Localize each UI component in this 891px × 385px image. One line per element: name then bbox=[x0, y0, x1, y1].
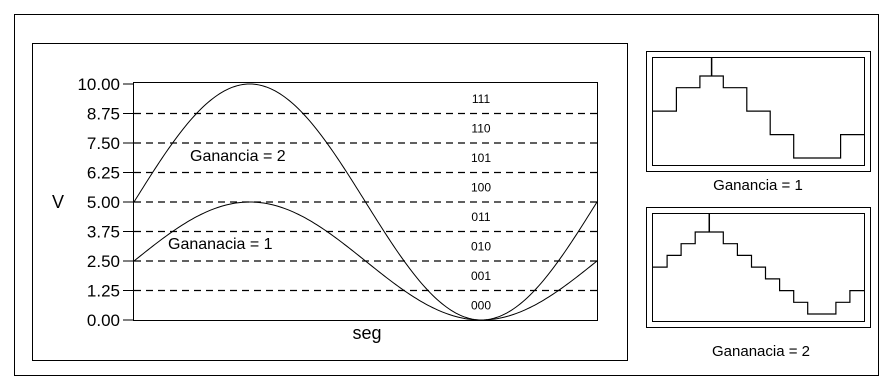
code-label: 111 bbox=[472, 92, 491, 106]
code-label: 010 bbox=[471, 239, 491, 253]
y-tick-label: 6.25 bbox=[87, 164, 120, 183]
panel-top-step-signal bbox=[652, 58, 864, 159]
y-tick-label: 5.00 bbox=[87, 193, 120, 212]
code-labels: 111 110 101 100 011 010 001 000 bbox=[471, 92, 491, 313]
curve-label-gain-2: Ganancia = 2 bbox=[190, 148, 286, 165]
y-tick-labels: 10.00 8.75 7.50 6.25 5.00 3.75 2.50 1.25 0.00 bbox=[77, 75, 120, 330]
code-label: 001 bbox=[471, 269, 491, 283]
x-axis-label: seg bbox=[352, 323, 381, 343]
code-label: 100 bbox=[471, 180, 491, 194]
curve-label-gain-1: Gananacia = 1 bbox=[168, 236, 273, 253]
curves bbox=[133, 83, 598, 321]
step-signal bbox=[652, 75, 864, 159]
code-label: 000 bbox=[471, 298, 491, 312]
y-tick-label: 7.50 bbox=[87, 134, 120, 153]
panel-bottom-caption: Gananacia = 2 bbox=[712, 343, 810, 360]
curve-gain-1 bbox=[133, 201, 598, 321]
y-tick-label: 0.00 bbox=[87, 311, 120, 330]
y-tick-label: 3.75 bbox=[87, 223, 120, 242]
step-signal bbox=[652, 231, 864, 315]
y-axis-label: V bbox=[52, 192, 64, 212]
y-tick-label: 8.75 bbox=[87, 105, 120, 124]
y-tick-label: 2.50 bbox=[87, 252, 120, 271]
code-label: 011 bbox=[471, 210, 490, 224]
curve-gain-2 bbox=[133, 83, 598, 321]
panel-bottom-step-signal bbox=[652, 214, 864, 315]
panel-top-caption: Ganancia = 1 bbox=[713, 177, 803, 194]
grid-lines bbox=[123, 83, 597, 321]
y-tick-label: 1.25 bbox=[87, 282, 120, 301]
code-label: 110 bbox=[471, 121, 490, 135]
y-tick-label: 10.00 bbox=[77, 75, 120, 94]
code-label: 101 bbox=[471, 151, 491, 165]
